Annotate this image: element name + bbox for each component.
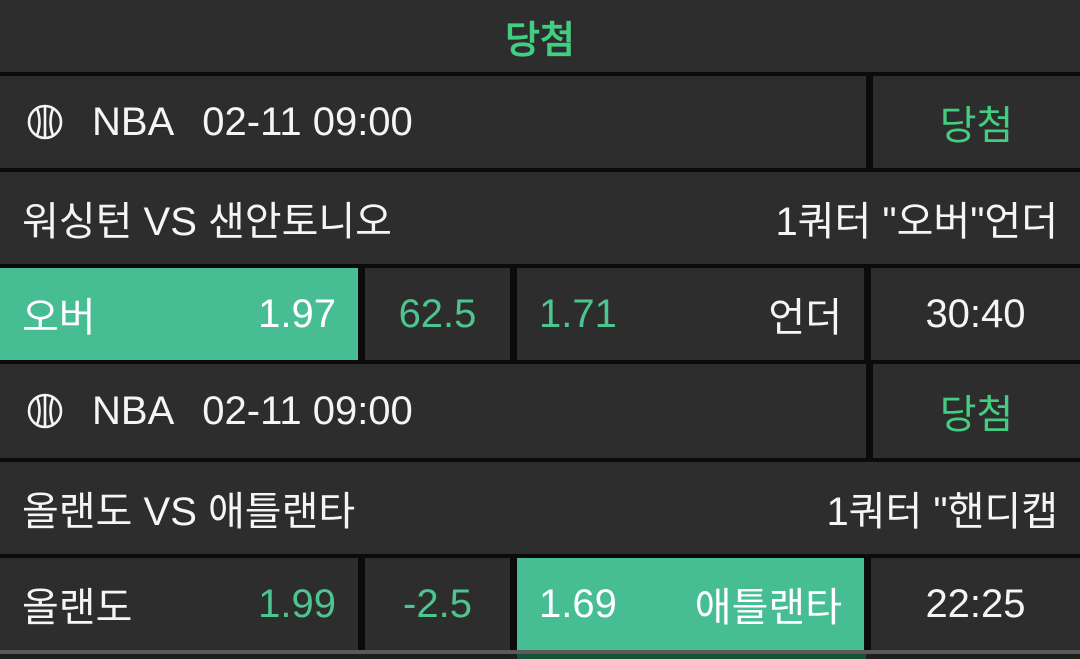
bottom-separator-line bbox=[0, 650, 1080, 654]
basketball-icon bbox=[26, 392, 64, 430]
line-cell: 62.5 bbox=[365, 268, 510, 360]
line-cell: -2.5 bbox=[365, 558, 510, 650]
market-label: 1쿼터 "오버"언더 bbox=[775, 200, 1058, 244]
divider bbox=[510, 558, 517, 650]
match-teams-row: 워싱턴 VS 샌안토니오 1쿼터 "오버"언더 bbox=[0, 172, 1080, 264]
divider bbox=[864, 268, 871, 360]
league-label: NBA bbox=[92, 388, 175, 433]
slip-status-label: 당첨 bbox=[505, 19, 575, 62]
match-header-main: NBA 02-11 09:00 bbox=[0, 76, 866, 168]
score-cell: 30:40 bbox=[871, 268, 1080, 360]
score-value: 30:40 bbox=[925, 291, 1026, 336]
divider bbox=[0, 360, 1080, 364]
odds-option-over[interactable]: 오버 1.97 bbox=[0, 268, 358, 360]
match-result-label: 당첨 bbox=[939, 393, 1014, 437]
next-row-peek-selected bbox=[517, 654, 866, 659]
divider bbox=[0, 168, 1080, 172]
slip-status-bar: 당첨 bbox=[0, 0, 1080, 72]
market-label: 1쿼터 "핸디캡 bbox=[826, 490, 1058, 534]
odds-option-home[interactable]: 올랜도 1.99 bbox=[0, 558, 358, 650]
option-label: 올랜도 bbox=[22, 586, 133, 630]
match-teams-row: 올랜도 VS 애틀랜타 1쿼터 "핸디캡 bbox=[0, 462, 1080, 554]
option-label: 애틀랜타 bbox=[694, 586, 842, 630]
match-result-cell: 당첨 bbox=[873, 364, 1080, 458]
divider bbox=[358, 268, 365, 360]
option-odds: 1.97 bbox=[258, 291, 336, 336]
match-header: NBA 02-11 09:00 당첨 bbox=[0, 364, 1080, 458]
divider bbox=[864, 558, 871, 650]
option-label: 언더 bbox=[768, 296, 842, 340]
match-datetime: 02-11 09:00 bbox=[202, 99, 413, 144]
divider bbox=[0, 264, 1080, 268]
line-value: 62.5 bbox=[398, 291, 477, 336]
line-value: -2.5 bbox=[403, 581, 472, 626]
teams-label: 워싱턴 VS 샌안토니오 bbox=[22, 200, 392, 244]
teams-label: 올랜도 VS 애틀랜타 bbox=[22, 490, 356, 534]
score-value: 22:25 bbox=[925, 581, 1026, 626]
match-result-label: 당첨 bbox=[939, 104, 1014, 148]
match-datetime: 02-11 09:00 bbox=[202, 388, 413, 433]
option-odds: 1.71 bbox=[539, 291, 617, 336]
basketball-icon bbox=[26, 103, 64, 141]
odds-option-under[interactable]: 1.71 언더 bbox=[517, 268, 864, 360]
divider bbox=[358, 558, 365, 650]
odds-row: 오버 1.97 62.5 1.71 언더 30:40 bbox=[0, 268, 1080, 360]
option-odds: 1.69 bbox=[539, 581, 617, 626]
odds-option-away[interactable]: 1.69 애틀랜타 bbox=[517, 558, 864, 650]
odds-row: 올랜도 1.99 -2.5 1.69 애틀랜타 22:25 bbox=[0, 558, 1080, 650]
next-row-peek bbox=[0, 654, 1080, 659]
divider bbox=[866, 76, 873, 168]
option-label: 오버 bbox=[22, 296, 96, 340]
divider bbox=[0, 72, 1080, 76]
divider bbox=[866, 364, 873, 458]
match-header-main: NBA 02-11 09:00 bbox=[0, 364, 866, 458]
league-label: NBA bbox=[92, 99, 175, 144]
option-odds: 1.99 bbox=[258, 581, 336, 626]
divider bbox=[0, 554, 1080, 558]
match-header: NBA 02-11 09:00 당첨 bbox=[0, 76, 1080, 168]
score-cell: 22:25 bbox=[871, 558, 1080, 650]
divider bbox=[0, 458, 1080, 462]
match-result-cell: 당첨 bbox=[873, 76, 1080, 168]
divider bbox=[510, 268, 517, 360]
